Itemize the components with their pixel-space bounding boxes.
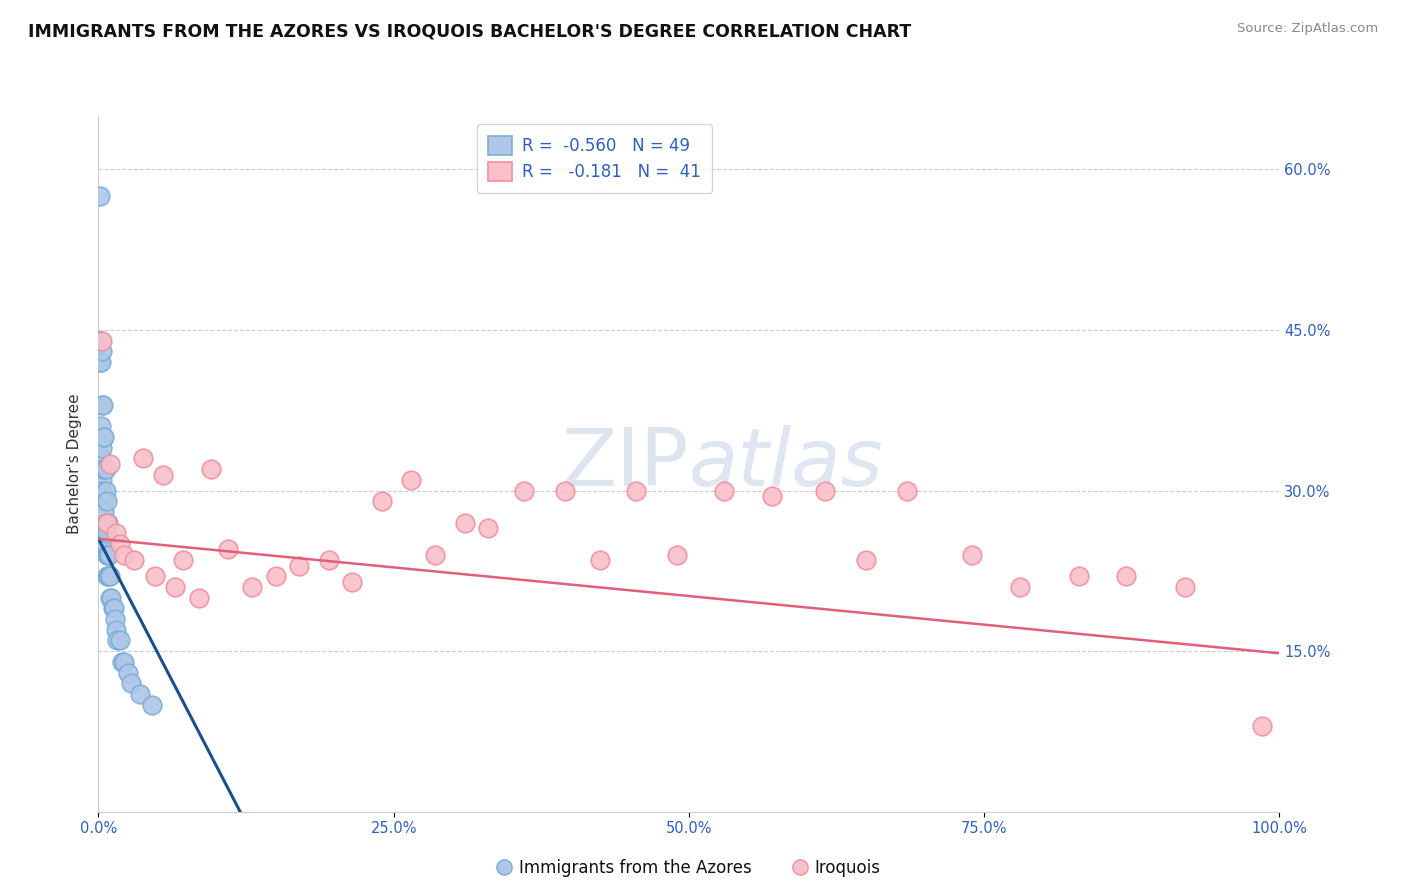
Point (105, 526, 128, 541)
Point (89, 355, 111, 369)
Point (97, 569, 120, 583)
Point (121, 676, 143, 690)
Point (172, 553, 194, 567)
Point (91, 398, 114, 412)
Point (98, 591, 121, 605)
Point (97, 516, 120, 530)
Point (100, 591, 122, 605)
Point (96, 548, 118, 562)
Point (94, 462, 117, 476)
Point (91, 483, 114, 498)
Point (96, 516, 118, 530)
Point (93, 430, 115, 444)
Point (187, 591, 209, 605)
Point (143, 569, 166, 583)
Point (512, 483, 534, 498)
Point (91, 473, 114, 487)
Point (1174, 580, 1197, 594)
Point (93, 537, 115, 551)
Point (94, 483, 117, 498)
Legend: Immigrants from the Azores, Iroquois: Immigrants from the Azores, Iroquois (491, 852, 887, 883)
Point (152, 467, 174, 482)
Point (105, 623, 128, 637)
Point (91, 462, 114, 476)
Point (91, 398, 114, 412)
Point (761, 489, 783, 503)
Point (112, 548, 135, 562)
Point (89, 334, 111, 348)
Point (111, 655, 134, 669)
Point (101, 601, 124, 615)
Point (96, 569, 118, 583)
Point (453, 516, 475, 530)
Point (1008, 580, 1031, 594)
Point (97, 548, 120, 562)
Point (105, 633, 128, 648)
Point (165, 580, 187, 594)
Point (108, 633, 131, 648)
Point (117, 665, 139, 680)
Point (477, 521, 499, 535)
Point (96, 494, 118, 508)
Point (128, 687, 150, 701)
Point (1115, 569, 1137, 583)
Point (855, 553, 877, 567)
Text: ZIP: ZIP (561, 425, 689, 503)
Point (91, 430, 114, 444)
Point (1250, 719, 1272, 733)
Point (217, 542, 239, 557)
Point (90, 451, 112, 466)
Point (91, 441, 114, 455)
Point (589, 553, 612, 567)
Point (896, 483, 918, 498)
Point (624, 483, 647, 498)
Point (90, 334, 112, 348)
Point (108, 537, 131, 551)
Point (91, 344, 114, 359)
Point (423, 548, 446, 562)
Text: Source: ZipAtlas.com: Source: ZipAtlas.com (1237, 22, 1378, 36)
Point (93, 526, 115, 541)
Point (200, 462, 222, 476)
Point (1067, 569, 1090, 583)
Point (91, 334, 114, 348)
Point (94, 537, 117, 551)
Point (666, 548, 689, 562)
Point (98, 569, 121, 583)
Point (371, 494, 394, 508)
Point (96, 526, 118, 541)
Point (814, 483, 837, 498)
Point (240, 580, 263, 594)
Point (122, 553, 145, 567)
Point (288, 558, 311, 573)
Point (98, 548, 121, 562)
Point (93, 505, 115, 519)
Point (132, 451, 155, 466)
Point (93, 462, 115, 476)
Point (91, 494, 114, 508)
Point (342, 574, 364, 589)
Point (112, 655, 135, 669)
Point (141, 698, 163, 712)
Point (104, 612, 127, 626)
Point (90, 355, 112, 369)
Point (103, 601, 125, 615)
Point (90, 419, 112, 434)
Point (89, 189, 111, 203)
Point (962, 548, 984, 562)
Point (98, 457, 121, 471)
Point (401, 473, 423, 487)
Point (713, 483, 735, 498)
Y-axis label: Bachelor's Degree: Bachelor's Degree (67, 393, 83, 534)
Point (94, 516, 117, 530)
Point (264, 569, 287, 583)
Point (318, 553, 340, 567)
Text: atlas: atlas (689, 425, 884, 503)
Text: IMMIGRANTS FROM THE AZORES VS IROQUOIS BACHELOR'S DEGREE CORRELATION CHART: IMMIGRANTS FROM THE AZORES VS IROQUOIS B… (28, 22, 911, 40)
Point (554, 483, 576, 498)
Point (98, 569, 121, 583)
